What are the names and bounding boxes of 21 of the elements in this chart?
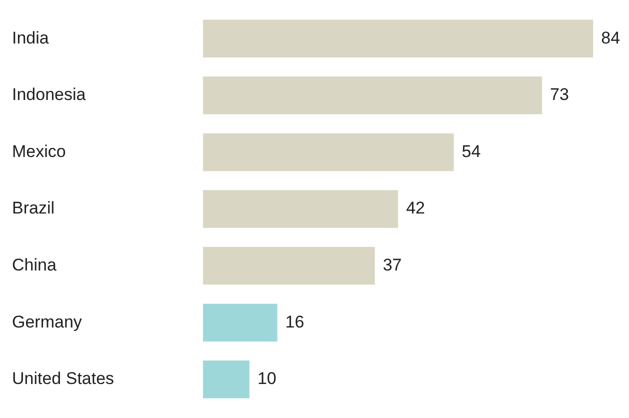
y-tick-label: China xyxy=(12,255,57,274)
data-label: 37 xyxy=(382,255,402,274)
bar xyxy=(203,190,398,228)
y-tick-label: Germany xyxy=(12,312,82,332)
y-tick-label: Mexico xyxy=(12,142,66,161)
data-label: 16 xyxy=(285,312,304,332)
y-tick-label: India xyxy=(12,28,50,48)
data-label: 84 xyxy=(601,28,620,48)
y-tick-label: United States xyxy=(12,369,114,388)
data-label: 42 xyxy=(406,198,425,218)
data-label: 73 xyxy=(550,85,569,104)
bar xyxy=(203,133,454,172)
bar xyxy=(203,360,250,398)
y-tick-label: Indonesia xyxy=(12,85,86,104)
data-label: 54 xyxy=(462,142,481,161)
bar xyxy=(203,304,278,342)
data-label: 10 xyxy=(257,369,276,388)
y-tick-label: Brazil xyxy=(12,198,55,218)
bar xyxy=(203,20,594,58)
bar xyxy=(203,246,375,285)
bar xyxy=(203,76,542,114)
